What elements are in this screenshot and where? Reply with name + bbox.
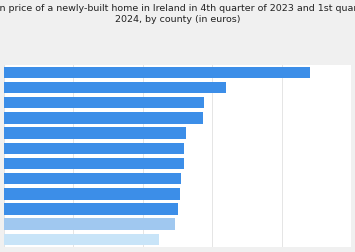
Text: Median price of a newly-built home in Ireland in 4th quarter of 2023 and 1st qua: Median price of a newly-built home in Ir… <box>0 4 355 24</box>
Bar <box>4 204 178 215</box>
Bar <box>4 218 175 230</box>
Bar <box>4 128 186 139</box>
Bar <box>4 188 180 200</box>
Bar <box>4 98 204 109</box>
Bar <box>4 173 181 184</box>
Bar <box>4 113 203 124</box>
Bar <box>4 68 310 79</box>
Bar <box>4 234 159 245</box>
Bar <box>4 83 226 94</box>
Bar <box>4 143 185 154</box>
Bar <box>4 158 184 169</box>
